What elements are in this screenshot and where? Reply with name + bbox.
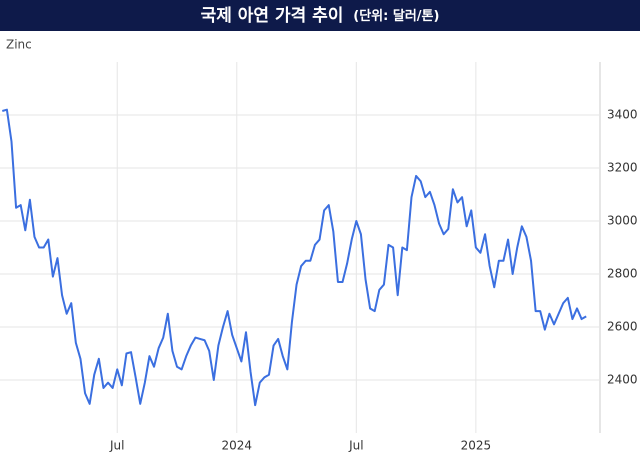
y-tick-label: 3000 xyxy=(607,214,638,228)
x-tick-label: 2024 xyxy=(222,439,253,453)
series-label: Zinc xyxy=(6,38,32,52)
y-tick-label: 3200 xyxy=(607,161,638,175)
y-tick-label: 2400 xyxy=(607,373,638,387)
chart-title: 국제 아연 가격 추이 xyxy=(201,6,344,26)
title-banner xyxy=(0,0,640,31)
y-tick-label: 2600 xyxy=(607,320,638,334)
x-tick-label: Jul xyxy=(109,439,124,453)
chart-title-group: 국제 아연 가격 추이 (단위: 달러/톤) xyxy=(201,6,440,26)
x-tick-label: 2025 xyxy=(461,439,492,453)
line-series xyxy=(2,108,587,407)
chart-subtitle: (단위: 달러/톤) xyxy=(353,8,439,24)
x-tick-label: Jul xyxy=(348,439,363,453)
y-tick-label: 3400 xyxy=(607,108,638,122)
y-tick-label: 2800 xyxy=(607,267,638,281)
